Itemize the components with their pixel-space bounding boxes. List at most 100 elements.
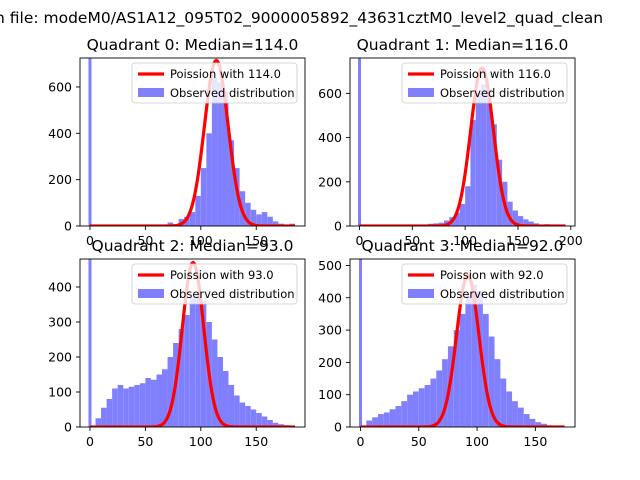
histogram-bar: [454, 212, 460, 226]
histogram-bar: [465, 186, 471, 226]
histogram-bar: [494, 359, 501, 427]
y-tick-label: 200: [48, 350, 72, 365]
legend-bar-swatch: [408, 88, 434, 97]
histogram-bar: [372, 417, 378, 427]
x-tick-label: 150: [244, 233, 268, 248]
histogram-bar: [222, 371, 229, 427]
histogram-bar: [442, 359, 448, 427]
legend-bar-swatch: [138, 88, 164, 97]
poisson-curve: [89, 260, 296, 427]
histogram-bar: [145, 378, 151, 427]
y-tick-label: 200: [318, 174, 342, 189]
histogram-bar: [471, 284, 478, 427]
legend-box: [131, 62, 298, 104]
histogram-bar: [211, 77, 218, 226]
histogram-bar: [500, 378, 507, 427]
histogram-bar: [459, 313, 466, 427]
histogram-bar: [366, 420, 373, 427]
histogram-bar: [506, 391, 513, 427]
figure-suptitle: n file: modeM0/AS1A12_095T02_9000005892_…: [0, 9, 603, 28]
histogram-bar: [222, 91, 229, 226]
y-tick-label: 200: [48, 172, 72, 187]
subplot-quadrant-2: 0 50 100 150 0 100 200 300 400 Poission with 93.0…: [48, 237, 306, 449]
legend-box: [401, 62, 568, 104]
histogram-bar: [256, 214, 262, 226]
histogram-bar: [477, 291, 483, 427]
legend-bar-label: Observed distribution: [170, 287, 295, 301]
histogram-bar: [200, 301, 207, 427]
plot-area: [88, 58, 296, 226]
histogram-bar: [272, 221, 279, 226]
histogram-bar: [389, 409, 396, 427]
histogram-bar: [200, 168, 207, 226]
legend-box: [401, 263, 568, 305]
subplots-grid: 0 50 100 150 0 200 400 600 Poission with 114.0 Ob…: [48, 36, 583, 449]
legend: Poission with 116.0 Observed distribution: [401, 62, 568, 104]
histogram-bar: [139, 383, 146, 427]
x-tick-label: 50: [137, 434, 153, 449]
histogram-bar: [167, 357, 174, 427]
x-tick-label: 0: [86, 233, 94, 248]
histogram-bar: [228, 140, 235, 226]
axes-frame: [79, 57, 306, 227]
subplot-quadrant-0: 0 50 100 150 0 200 400 600 Poission with 114.0 Ob…: [48, 36, 306, 248]
histogram-bar: [430, 378, 437, 427]
zero-spike-bar: [88, 58, 92, 226]
histogram-bar: [523, 219, 529, 226]
y-tick-label: 400: [48, 280, 72, 295]
zero-spike-bar: [88, 259, 92, 427]
axes-frame: [349, 258, 576, 428]
histogram-bar: [377, 414, 384, 427]
x-tick-label: 0: [357, 434, 365, 449]
x-tick-label: 150: [506, 233, 530, 248]
histogram-bar: [496, 159, 503, 226]
histogram-bar: [150, 379, 157, 427]
legend: Poission with 93.0 Observed distribution: [131, 263, 298, 305]
x-tick-label: 150: [523, 434, 547, 449]
histogram-bar: [101, 407, 107, 427]
y-tick-label: 500: [318, 258, 342, 273]
histogram-bar: [528, 221, 534, 226]
plot-area: [88, 259, 296, 427]
histogram-bar: [234, 395, 240, 427]
legend-bar-swatch: [408, 289, 434, 298]
axes-frame: [349, 57, 576, 227]
y-tick-label: 600: [318, 86, 342, 101]
histogram-bar: [167, 222, 174, 226]
histogram-bar: [523, 414, 530, 427]
x-tick-label: 100: [453, 233, 477, 248]
x-tick-label: 0: [356, 233, 364, 248]
histogram-bar: [541, 423, 548, 427]
y-tick-label: 0: [64, 420, 72, 435]
histogram-bar: [486, 88, 492, 226]
histogram-bar: [436, 370, 443, 427]
histogram-bar: [395, 406, 402, 427]
histogram-bar: [206, 133, 212, 226]
y-tick-label: 400: [318, 130, 342, 145]
zero-spike-bar: [358, 259, 362, 427]
histogram-bar: [512, 401, 518, 427]
y-tick-label: 200: [318, 355, 342, 370]
x-tick-label: 0: [86, 434, 94, 449]
histogram-bar: [250, 209, 257, 226]
y-tick-label: 0: [334, 420, 342, 435]
subplot-title: Quadrant 0: Median=114.0: [87, 36, 299, 54]
histogram-bar: [211, 339, 218, 427]
zero-spike-bar: [358, 58, 362, 226]
legend-bar-swatch: [138, 289, 164, 298]
histogram-bar: [189, 297, 196, 427]
y-tick-label: 400: [318, 290, 342, 305]
histogram-bar: [507, 201, 513, 226]
histogram-bar: [491, 124, 497, 226]
x-tick-label: 100: [189, 233, 213, 248]
histogram-bar: [217, 82, 223, 226]
histogram-bar: [123, 388, 129, 427]
histogram-bar: [512, 210, 518, 226]
legend-line-label: Poission with 92.0: [440, 268, 544, 282]
histogram-bar: [128, 386, 135, 427]
histogram-bar: [480, 84, 487, 226]
subplot-quadrant-3: 0 50 100 150 0 100 200 300 400 500 Poission with 9…: [318, 237, 576, 449]
histogram-bar: [529, 418, 536, 427]
histogram-bar: [459, 203, 466, 226]
